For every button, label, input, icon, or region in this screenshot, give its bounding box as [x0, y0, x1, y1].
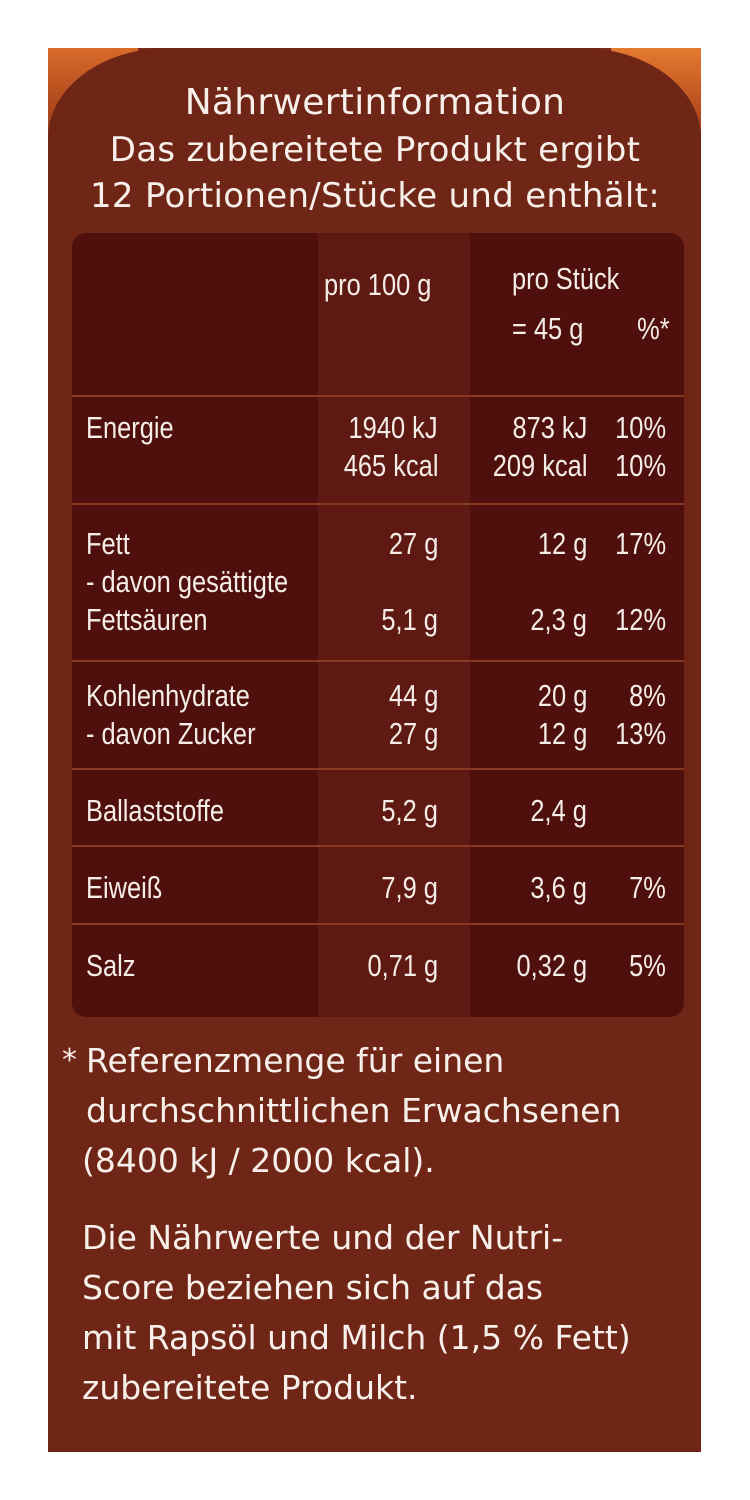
preparation-note-line-4: zubereitete Produkt.	[82, 1368, 418, 1407]
row-label-salz: Salz	[86, 948, 136, 983]
salz-piece: 0,32 g	[516, 948, 587, 983]
nutrition-title: Nährwertinformation	[184, 82, 566, 123]
footnote-reference-line-2: durchschnittlichen Erwachsenen	[86, 1091, 622, 1130]
ballaststoffe-100g: 5,2 g	[381, 793, 438, 828]
kohlenhydrate-percent: 8%	[629, 678, 666, 713]
energie-piece-kj: 873 kJ	[512, 410, 587, 445]
gesaettigte-piece: 2,3 g	[530, 602, 587, 637]
row-divider	[72, 395, 684, 397]
eiweiss-percent: 7%	[629, 870, 666, 905]
zucker-100g: 27 g	[388, 716, 438, 751]
fett-100g: 27 g	[388, 526, 438, 561]
row-divider	[72, 503, 684, 505]
nutrition-table: pro 100 g pro Stück = 45 g %* Energie 19…	[72, 233, 684, 1017]
per-100g-column-band	[318, 233, 470, 1017]
footnote-reference-line-3: (8400 kJ / 2000 kcal).	[82, 1141, 435, 1180]
energie-percent-kj: 10%	[615, 410, 666, 445]
header-portion-size: = 45 g	[512, 311, 584, 346]
salz-100g: 0,71 g	[367, 948, 438, 983]
header-per-piece: pro Stück	[512, 261, 620, 296]
subtitle-line-1: Das zubereitete Produkt ergibt	[109, 130, 641, 170]
energie-100g-kj: 1940 kJ	[348, 410, 438, 445]
kohlenhydrate-piece: 20 g	[537, 678, 587, 713]
eiweiss-piece: 3,6 g	[530, 870, 587, 905]
row-divider	[72, 660, 684, 662]
row-label-fett: Fett	[86, 526, 130, 561]
ballaststoffe-piece: 2,4 g	[530, 793, 587, 828]
row-divider	[72, 768, 684, 770]
row-label-gesaettigte: - davon gesättigte	[86, 564, 289, 599]
row-label-eiweiss: Eiweiß	[86, 870, 163, 905]
row-divider	[72, 845, 684, 847]
energie-piece-kcal: 209 kcal	[492, 448, 587, 483]
header-percent: %*	[637, 311, 670, 346]
row-label-zucker: - davon Zucker	[86, 716, 256, 751]
preparation-note-line-3: mit Rapsöl und Milch (1,5 % Fett)	[82, 1318, 631, 1357]
kohlenhydrate-100g: 44 g	[388, 678, 438, 713]
row-label-fettsaeuren: Fettsäuren	[86, 602, 208, 637]
gesaettigte-100g: 5,1 g	[381, 602, 438, 637]
row-label-energie: Energie	[86, 410, 174, 445]
fett-percent: 17%	[615, 526, 666, 561]
salz-percent: 5%	[629, 948, 666, 983]
gesaettigte-percent: 12%	[615, 602, 666, 637]
energie-percent-kcal: 10%	[615, 448, 666, 483]
row-label-kohlenhydrate: Kohlenhydrate	[86, 678, 250, 713]
subtitle-line-2: 12 Portionen/Stücke und enthält:	[89, 176, 661, 216]
row-divider	[72, 923, 684, 925]
zucker-percent: 13%	[615, 716, 666, 751]
zucker-piece: 12 g	[537, 716, 587, 751]
footnote-reference-line-1: Referenzmenge für einen	[86, 1041, 505, 1080]
fett-piece: 12 g	[537, 526, 587, 561]
footnote-star: *	[62, 1043, 77, 1078]
energie-100g-kcal: 465 kcal	[343, 448, 438, 483]
header-per-100g: pro 100 g	[324, 267, 432, 302]
preparation-note-line-1: Die Nährwerte und der Nutri-	[82, 1218, 564, 1257]
eiweiss-100g: 7,9 g	[381, 870, 438, 905]
row-label-ballaststoffe: Ballaststoffe	[86, 793, 225, 828]
preparation-note-line-2: Score beziehen sich auf das	[82, 1268, 544, 1307]
